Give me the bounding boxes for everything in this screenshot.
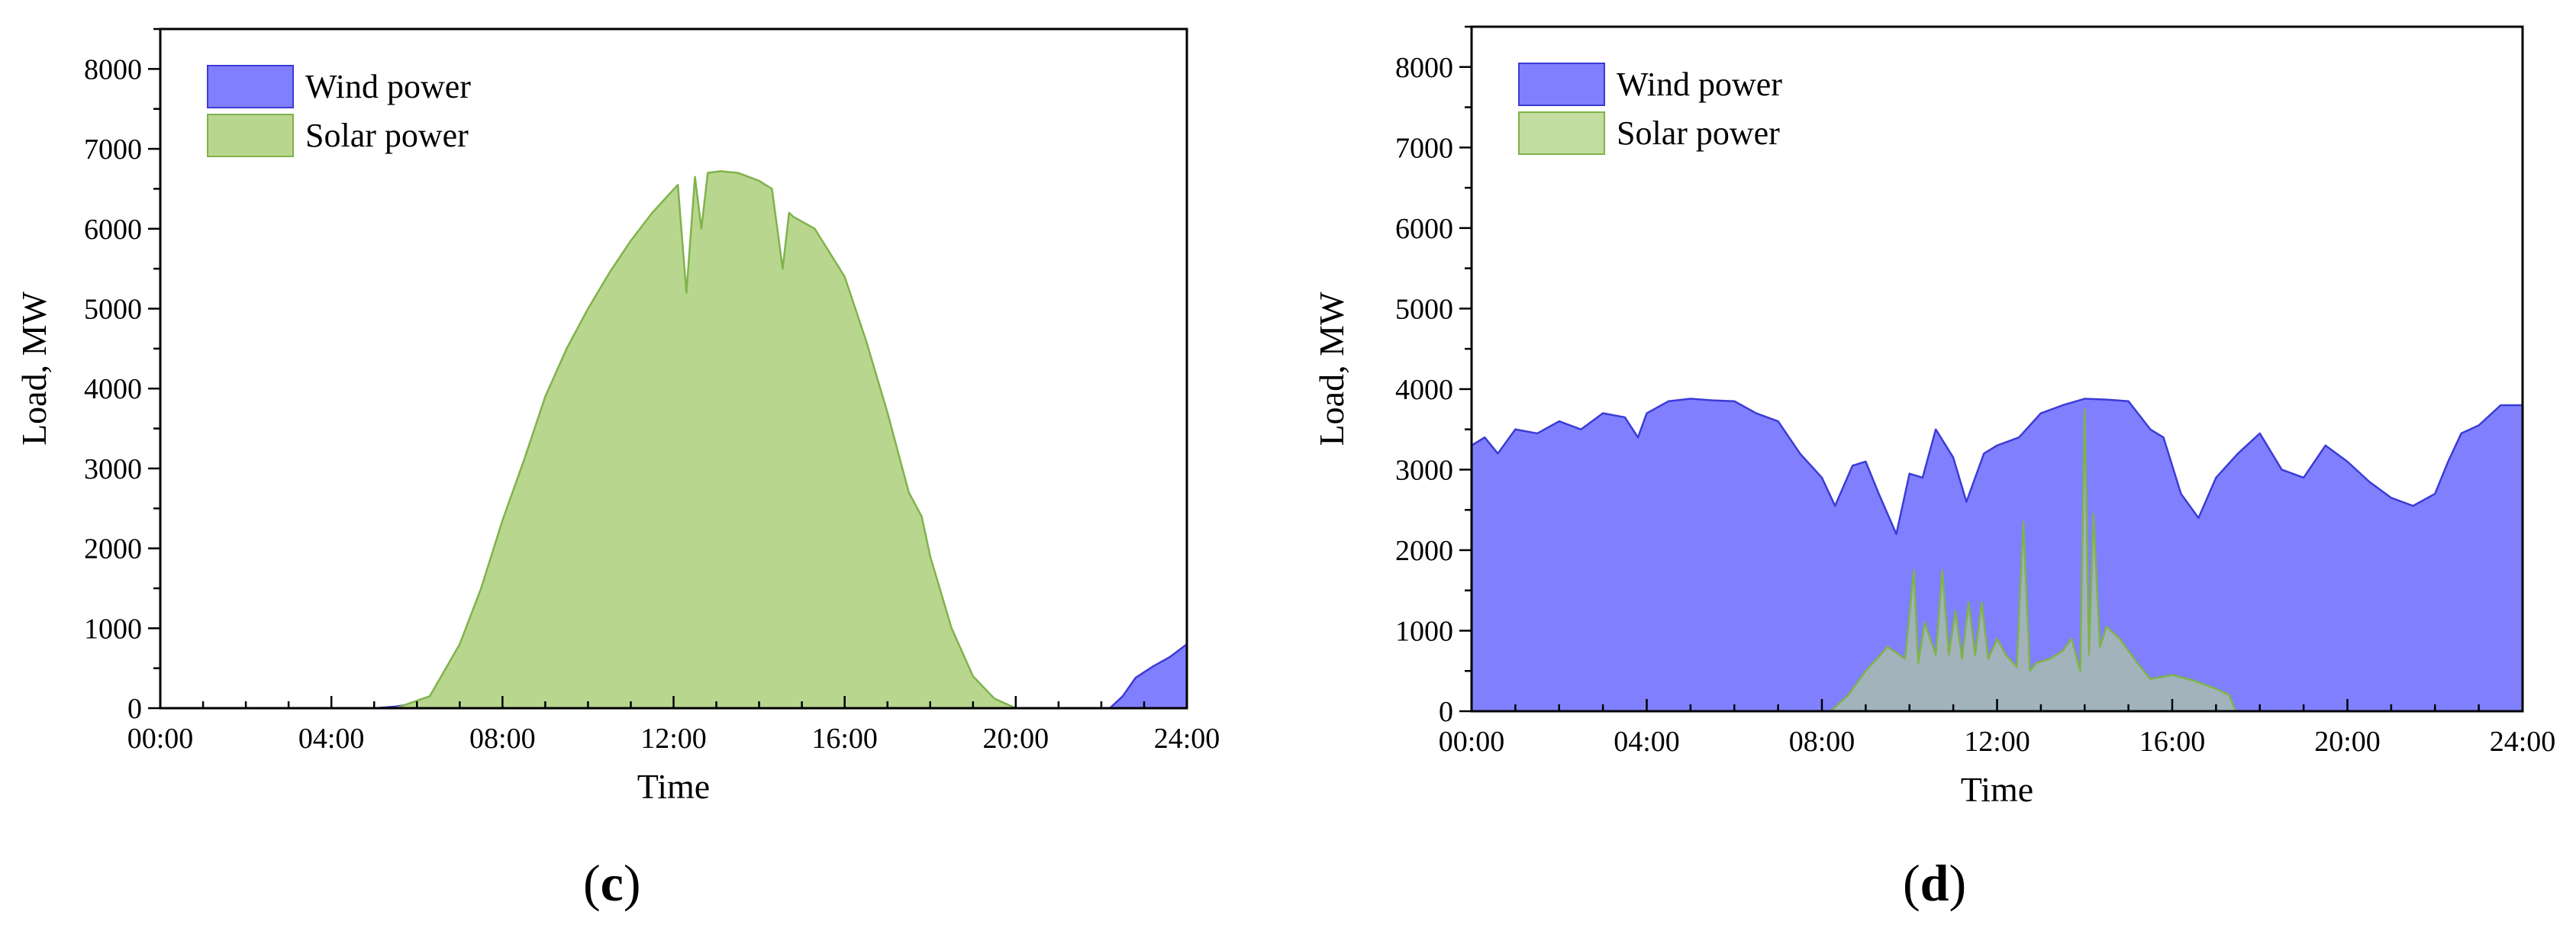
x-tick-label: 00:00 bbox=[1439, 726, 1505, 758]
y-tick-label: 4000 bbox=[84, 373, 142, 405]
plot-area bbox=[1472, 398, 2523, 711]
y-tick-label: 3000 bbox=[1395, 454, 1453, 486]
x-axis-label: Time bbox=[637, 767, 710, 806]
x-tick-label: 00:00 bbox=[127, 723, 194, 755]
chart-panel-d: 00:00 04:00 08:00 12:00 16:00 20:00 24:00 0 1000… bbox=[1312, 25, 2556, 809]
legend-swatch bbox=[207, 65, 294, 108]
x-tick-label: 24:00 bbox=[1154, 723, 1220, 755]
legend-swatch bbox=[207, 114, 294, 157]
y-tick-label: 2000 bbox=[84, 533, 142, 565]
x-tick-label: 16:00 bbox=[811, 723, 878, 755]
x-tick-label: 20:00 bbox=[983, 723, 1049, 755]
y-tick-label: 6000 bbox=[1395, 213, 1453, 245]
chart-panel-c: 00:00 04:00 08:00 12:00 16:00 20:00 24:00 0 1000… bbox=[15, 27, 1220, 806]
y-tick-label: 0 bbox=[127, 693, 142, 725]
panel-label-c: (c) bbox=[583, 854, 641, 912]
plot-area bbox=[160, 170, 1187, 708]
y-tick-label: 1000 bbox=[84, 613, 142, 645]
y-tick-label: 5000 bbox=[1395, 293, 1453, 325]
legend: Wind power Solar power bbox=[1518, 63, 1782, 155]
y-tick-label: 3000 bbox=[84, 453, 142, 485]
y-tick-label: 1000 bbox=[1395, 615, 1453, 647]
y-axis-label: Load, MW bbox=[15, 292, 53, 446]
legend-label: Solar power bbox=[305, 117, 469, 154]
series-area-solar-power bbox=[160, 170, 1187, 708]
legend-label: Wind power bbox=[1617, 66, 1782, 103]
legend-label: Wind power bbox=[305, 68, 471, 105]
x-tick-label: 08:00 bbox=[1789, 726, 1855, 758]
panel-label-d: (d) bbox=[1903, 854, 1967, 912]
y-tick-label: 5000 bbox=[84, 293, 142, 325]
y-axis-label: Load, MW bbox=[1312, 292, 1351, 446]
x-tick-label: 04:00 bbox=[298, 723, 365, 755]
x-tick-label: 08:00 bbox=[469, 723, 536, 755]
legend-swatch bbox=[1518, 63, 1605, 106]
y-tick-label: 7000 bbox=[84, 134, 142, 166]
x-tick-label: 16:00 bbox=[2139, 726, 2206, 758]
y-tick-label: 2000 bbox=[1395, 535, 1453, 567]
y-tick-label: 6000 bbox=[84, 214, 142, 246]
y-tick-label: 8000 bbox=[1395, 52, 1453, 84]
x-tick-label: 24:00 bbox=[2490, 726, 2556, 758]
series-area-wind-power bbox=[1472, 398, 2523, 711]
x-tick-label: 20:00 bbox=[2314, 726, 2381, 758]
x-tick-label: 12:00 bbox=[640, 723, 707, 755]
y-tick-label: 7000 bbox=[1395, 132, 1453, 164]
y-tick-label: 0 bbox=[1439, 696, 1453, 728]
x-tick-label: 12:00 bbox=[1964, 726, 2030, 758]
legend: Wind power Solar power bbox=[207, 65, 471, 157]
x-tick-label: 04:00 bbox=[1614, 726, 1680, 758]
legend-swatch bbox=[1518, 111, 1605, 155]
y-tick-label: 4000 bbox=[1395, 374, 1453, 406]
series-area-solar-power bbox=[1472, 408, 2523, 711]
y-tick-label: 8000 bbox=[84, 53, 142, 85]
legend-label: Solar power bbox=[1617, 114, 1780, 152]
x-axis-label: Time bbox=[1961, 770, 2033, 809]
